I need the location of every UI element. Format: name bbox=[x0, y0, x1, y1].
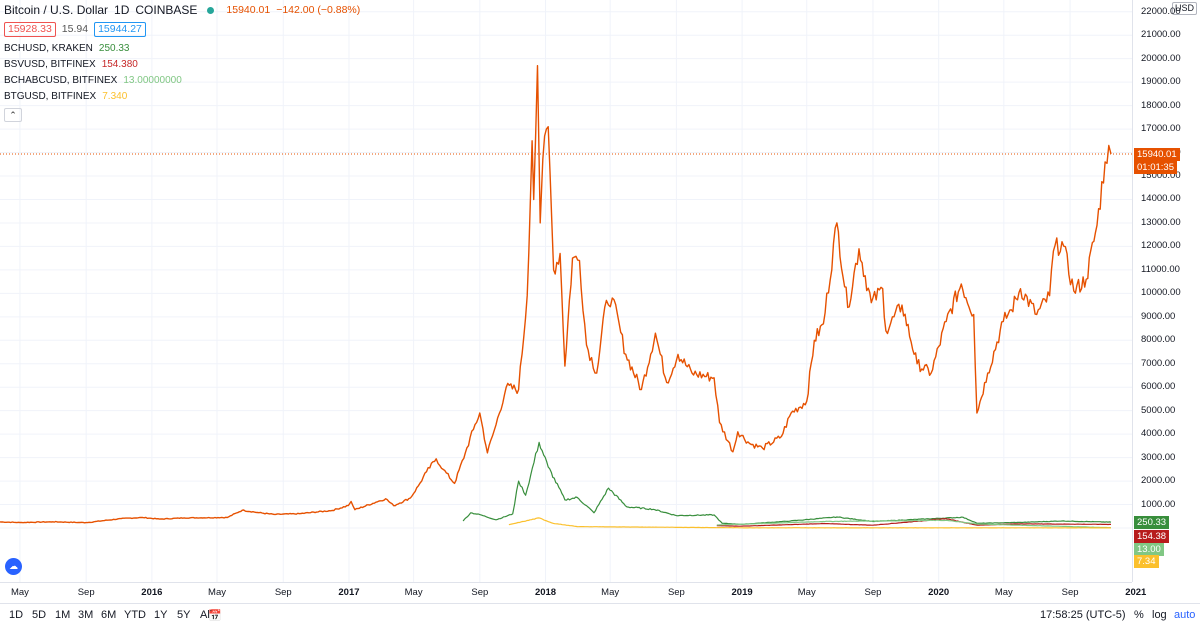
overlay-symbol: BCHUSD, KRAKEN bbox=[4, 43, 93, 54]
y-tick-label: 19000.00 bbox=[1141, 76, 1181, 88]
y-tick-label: 7000.00 bbox=[1141, 357, 1176, 369]
overlay-legend-row[interactable]: BTGUSD, BITFINEX 7.340 bbox=[4, 89, 360, 105]
range-button-5d[interactable]: 5D bbox=[32, 609, 47, 621]
y-tick-label: 5000.00 bbox=[1141, 404, 1176, 416]
bchabc-price-line[interactable] bbox=[716, 519, 1112, 529]
range-button-1d[interactable]: 1D bbox=[9, 609, 24, 621]
bottom-toolbar: 1D 5D 1M 3M 6M YTD 1Y 5Y All 📅 17:58:25 (UTC-5) … bbox=[0, 603, 1200, 627]
chevron-up-icon: ⌃ bbox=[9, 110, 17, 120]
y-tick-label: 11000.00 bbox=[1141, 263, 1180, 275]
x-tick-label: Sep bbox=[471, 587, 489, 598]
price-tag: 154.38 bbox=[1134, 530, 1170, 544]
chart-legend: Bitcoin / U.S. Dollar 1D COINBASE 15940.… bbox=[4, 2, 360, 122]
collapse-legend-button[interactable]: ⌃ bbox=[4, 108, 22, 122]
x-tick-label: Sep bbox=[77, 587, 95, 598]
x-tick-label: Sep bbox=[667, 587, 685, 598]
overlay-value: 7.340 bbox=[102, 91, 128, 102]
y-tick-label: 17000.00 bbox=[1141, 123, 1181, 135]
x-tick-label: 2018 bbox=[534, 587, 557, 598]
range-button-1m[interactable]: 1M bbox=[55, 609, 71, 621]
y-tick-label: 1000.00 bbox=[1141, 498, 1176, 510]
overlay-symbol: BTGUSD, BITFINEX bbox=[4, 91, 97, 102]
overlay-list: BCHUSD, KRAKEN 250.33 BSVUSD, BITFINEX 154.… bbox=[4, 41, 360, 105]
x-tick-label: Sep bbox=[1061, 587, 1079, 598]
symbol-header: Bitcoin / U.S. Dollar 1D COINBASE 15940.… bbox=[4, 2, 360, 18]
date-range-calendar-icon[interactable]: 📅 bbox=[208, 610, 222, 622]
exchange-label: COINBASE bbox=[135, 3, 198, 17]
price-change: −142.00 (−0.88%) bbox=[276, 4, 361, 16]
x-tick-label: May bbox=[10, 587, 29, 598]
x-tick-label: Sep bbox=[864, 587, 882, 598]
percent-toggle[interactable]: % bbox=[1134, 609, 1144, 621]
x-tick-label: May bbox=[404, 587, 423, 598]
price-tag: 13.00 bbox=[1134, 542, 1164, 556]
y-tick-label: 13000.00 bbox=[1141, 216, 1181, 228]
x-tick-label: 2016 bbox=[141, 587, 163, 598]
y-tick-label: 18000.00 bbox=[1141, 99, 1181, 111]
bid-ask-row: 15928.33 15.94 15944.27 bbox=[4, 21, 360, 37]
y-tick-label: 15000.00 bbox=[1141, 170, 1181, 181]
x-tick-label: Sep bbox=[274, 587, 292, 598]
btg-price-line[interactable] bbox=[508, 517, 1111, 529]
time-axis[interactable]: May Sep 2016 May Sep 2017 May Sep 2018 May Sep 2019… bbox=[0, 582, 1146, 603]
y-tick-label: 2000.00 bbox=[1141, 475, 1176, 487]
x-tick-label: May bbox=[601, 587, 620, 598]
range-button-all[interactable]: All bbox=[200, 609, 213, 621]
x-tick-label: 2017 bbox=[338, 587, 360, 598]
y-tick-label: 21000.00 bbox=[1141, 29, 1181, 41]
y-tick-label: 6000.00 bbox=[1141, 381, 1176, 393]
overlay-legend-row[interactable]: BCHABCUSD, BITFINEX 13.00000000 bbox=[4, 73, 360, 89]
price-tag: 7.34 bbox=[1134, 554, 1159, 568]
y-tick-label: 4000.00 bbox=[1141, 428, 1176, 440]
y-tick-label: 10000.00 bbox=[1141, 287, 1181, 299]
buy-button[interactable]: 15944.27 bbox=[94, 21, 146, 37]
price-plot[interactable] bbox=[0, 0, 1132, 582]
auto-toggle[interactable]: auto bbox=[1174, 609, 1196, 621]
interval-label[interactable]: 1D bbox=[114, 3, 130, 17]
y-tick-label: 3000.00 bbox=[1141, 451, 1176, 463]
x-tick-label: 2019 bbox=[731, 587, 753, 598]
bch-price-line[interactable] bbox=[462, 441, 1112, 525]
market-status-icon bbox=[207, 6, 215, 14]
y-tick-label: 8000.00 bbox=[1141, 334, 1176, 346]
currency-label[interactable]: USD bbox=[1171, 2, 1197, 15]
btc-price-line[interactable] bbox=[0, 64, 1112, 524]
y-tick-label: 12000.00 bbox=[1141, 240, 1181, 252]
overlay-legend-row[interactable]: BSVUSD, BITFINEX 154.380 bbox=[4, 57, 360, 73]
x-tick-label: May bbox=[797, 587, 816, 598]
price-tag: 01:01:35 bbox=[1134, 161, 1177, 175]
bsv-price-line[interactable] bbox=[716, 517, 1111, 527]
price-axis[interactable]: USD 22000.00 21000.00 20000.00 19000.00 1800… bbox=[1132, 0, 1200, 582]
overlay-value: 154.380 bbox=[101, 59, 138, 70]
y-tick-label: 14000.00 bbox=[1141, 193, 1181, 205]
log-toggle[interactable]: log bbox=[1152, 609, 1167, 621]
overlay-value: 250.33 bbox=[98, 43, 130, 54]
range-button-6m[interactable]: 6M bbox=[101, 609, 117, 621]
last-price: 15940.01 bbox=[226, 4, 271, 16]
y-tick-label: 22000.00 bbox=[1141, 5, 1181, 17]
range-button-1y[interactable]: 1Y bbox=[154, 609, 168, 621]
range-button-5y[interactable]: 5Y bbox=[177, 609, 191, 621]
x-tick-label: May bbox=[208, 587, 226, 598]
chart-area[interactable]: Bitcoin / U.S. Dollar 1D COINBASE 15940.… bbox=[0, 0, 1132, 582]
y-tick-label: 20000.00 bbox=[1141, 52, 1181, 64]
clock-label[interactable]: 17:58:25 (UTC-5) bbox=[1040, 609, 1126, 621]
spread-value: 15.94 bbox=[61, 23, 89, 35]
x-tick-label: 2020 bbox=[928, 587, 950, 598]
range-button-3m[interactable]: 3M bbox=[78, 609, 94, 621]
sell-button[interactable]: 15928.33 bbox=[4, 21, 56, 37]
price-tag: 15940.01 bbox=[1134, 147, 1180, 161]
overlay-symbol: BSVUSD, BITFINEX bbox=[4, 59, 96, 70]
tradingview-logo-icon[interactable]: ☁ bbox=[5, 558, 22, 575]
overlay-symbol: BCHABCUSD, BITFINEX bbox=[4, 75, 118, 86]
overlay-value: 13.00000000 bbox=[123, 75, 182, 86]
symbol-title[interactable]: Bitcoin / U.S. Dollar bbox=[4, 3, 109, 17]
range-button-ytd[interactable]: YTD bbox=[124, 609, 146, 621]
x-tick-label: May bbox=[994, 587, 1013, 598]
price-tag: 250.33 bbox=[1134, 516, 1170, 530]
y-tick-label: 9000.00 bbox=[1141, 310, 1176, 322]
x-tick-label: 2021 bbox=[1125, 587, 1147, 598]
overlay-legend-row[interactable]: BCHUSD, KRAKEN 250.33 bbox=[4, 41, 360, 57]
